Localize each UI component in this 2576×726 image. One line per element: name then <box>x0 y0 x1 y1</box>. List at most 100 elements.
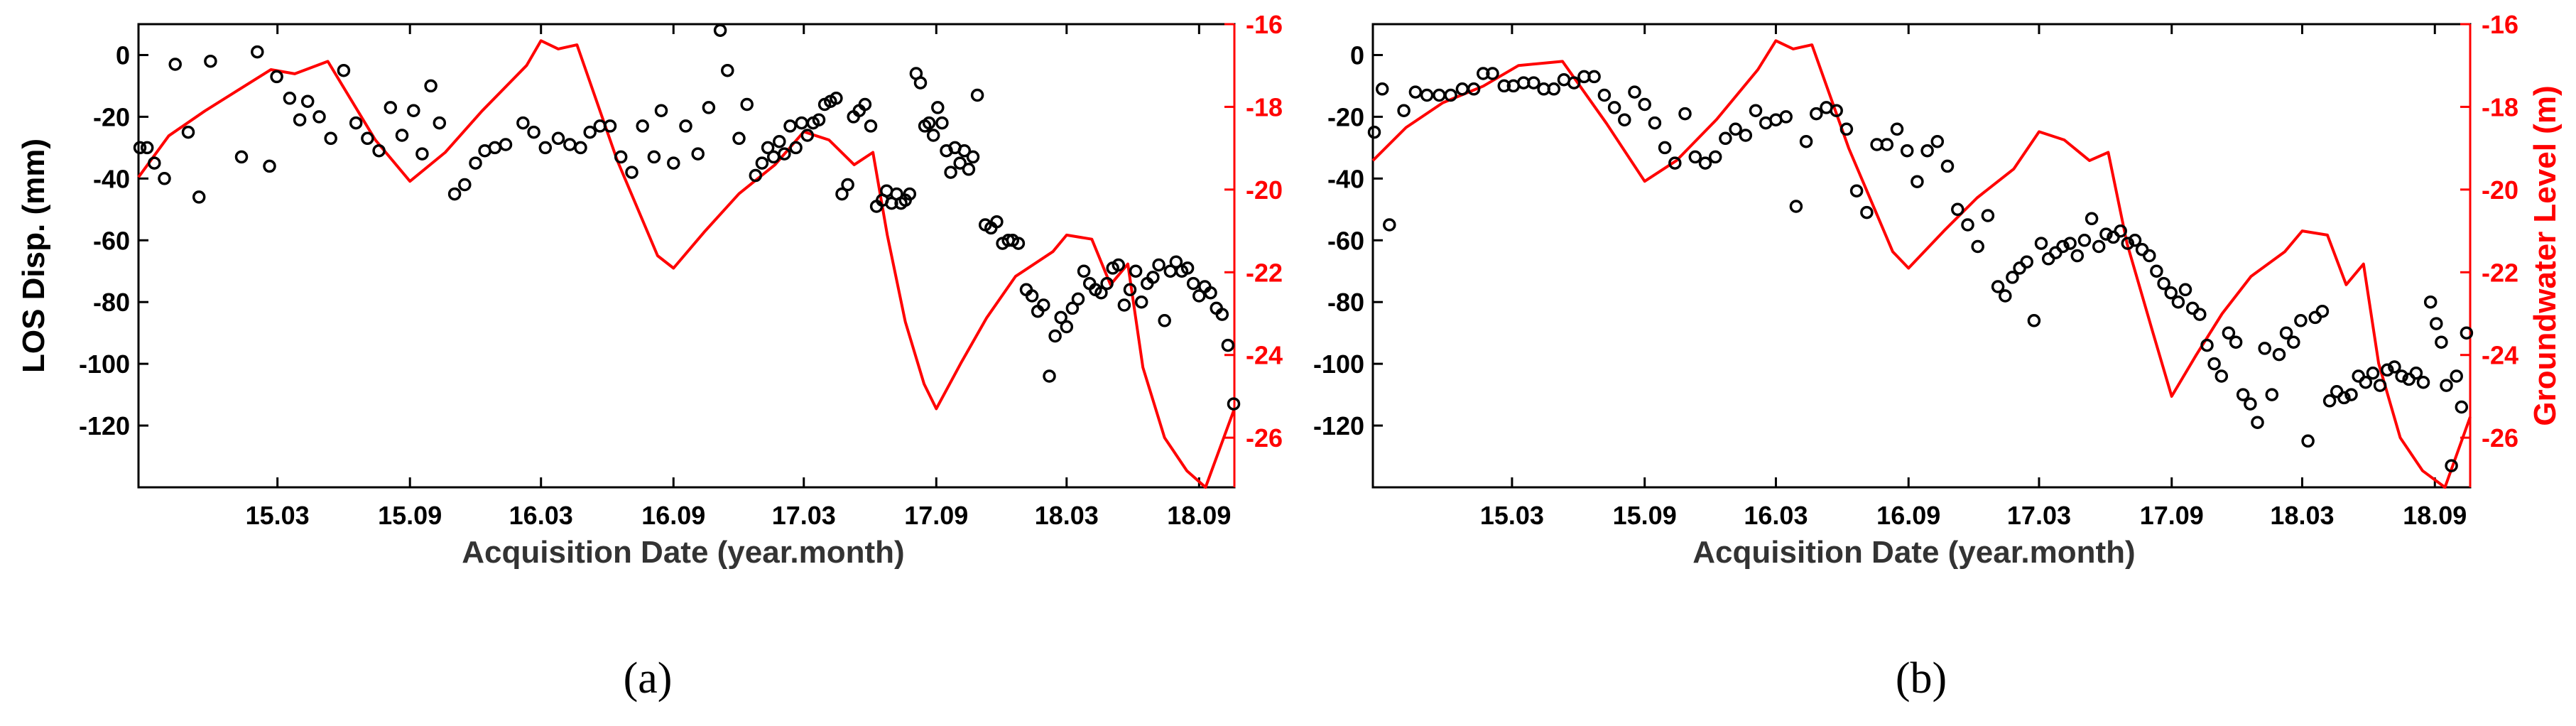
disp-point <box>614 150 628 164</box>
disp-point <box>2150 264 2163 278</box>
disp-point <box>2450 369 2463 383</box>
disp-point <box>2344 388 2358 401</box>
disp-point <box>1215 308 1229 321</box>
disp-point <box>2359 375 2373 389</box>
disp-point <box>1129 264 1143 278</box>
disp-point <box>1789 200 1803 213</box>
y-right-tick-label: -22 <box>1246 258 1283 287</box>
disp-point <box>2423 295 2438 309</box>
disp-point <box>2373 379 2387 392</box>
groundwater-level-line <box>1371 39 2472 489</box>
y-left-tick-label: -40 <box>1327 164 1364 193</box>
disp-point <box>1048 329 1062 343</box>
disp-point <box>1698 156 1712 170</box>
y-left-tick-label: -40 <box>93 164 130 193</box>
disp-point <box>789 141 803 155</box>
y-left-tick-label: -20 <box>1327 102 1364 131</box>
y-right-tick-label: -16 <box>1246 10 1283 39</box>
disp-point <box>625 166 638 179</box>
disp-point <box>990 215 1004 229</box>
disp-point <box>2200 338 2214 352</box>
x-tick-label: 18.09 <box>1167 501 1231 530</box>
disp-point <box>283 92 297 105</box>
panel-label: (b) <box>1896 654 1947 703</box>
disp-point <box>551 131 565 146</box>
y-left-tick-label: -100 <box>79 350 130 379</box>
disp-point <box>966 150 980 164</box>
disp-point <box>1025 289 1039 303</box>
x-tick-label: 15.09 <box>1613 501 1677 530</box>
disp-point <box>841 178 854 192</box>
x-tick-label: 16.09 <box>1876 501 1940 530</box>
disp-point <box>1112 258 1126 272</box>
disp-point <box>372 143 386 158</box>
disp-point <box>2435 335 2448 349</box>
disp-point <box>1658 141 1672 155</box>
disp-point <box>1940 159 1955 173</box>
disp-point <box>158 172 171 185</box>
disp-point <box>931 101 945 114</box>
disp-point <box>407 104 420 117</box>
disp-point <box>749 168 763 183</box>
chart-panel-a: 15.03 15.09 16.03 16.09 17.03 17.09 18.03 18.09… <box>16 10 1283 703</box>
y-right-axis-title: Groundwater Level (m) <box>2528 85 2563 426</box>
disp-point <box>740 97 754 112</box>
disp-point <box>300 94 315 108</box>
disp-point <box>1911 175 1924 188</box>
disp-point <box>1227 397 1241 411</box>
y-right-tick-label: -26 <box>1246 423 1283 453</box>
disp-point <box>2265 388 2279 401</box>
disp-point <box>270 70 283 84</box>
x-tick-label: 15.03 <box>1480 501 1544 530</box>
disp-point <box>1991 280 2005 293</box>
x-tick-label: 15.03 <box>246 501 310 530</box>
y-left-tick-label: -80 <box>93 288 130 317</box>
disp-point <box>2006 271 2019 284</box>
disp-point <box>1668 156 1682 170</box>
disp-point <box>2092 239 2106 254</box>
x-tick-label: 17.09 <box>2140 501 2204 530</box>
y-right-tick-label: -24 <box>1246 341 1283 370</box>
disp-point <box>2063 237 2077 250</box>
disp-point <box>168 58 182 71</box>
disp-point <box>1527 76 1540 90</box>
disp-point <box>953 156 967 170</box>
disp-point <box>732 131 746 146</box>
disp-point <box>1628 85 1641 99</box>
disp-point <box>1860 205 1874 220</box>
disp-point <box>313 110 326 124</box>
disp-point <box>1455 82 1469 96</box>
disp-point <box>1397 104 1411 117</box>
disp-point <box>574 141 587 155</box>
disp-point <box>1433 88 1446 102</box>
disp-point <box>499 138 513 151</box>
y-right-tick-label: -24 <box>2482 341 2518 370</box>
disp-point <box>1900 143 1914 158</box>
disp-point <box>2337 391 2351 405</box>
disp-point <box>812 113 826 126</box>
disp-point <box>691 147 705 161</box>
disp-point <box>2416 375 2430 389</box>
disp-point <box>181 125 195 139</box>
disp-point <box>830 92 843 105</box>
disp-point <box>263 159 276 173</box>
disp-point <box>2121 237 2135 250</box>
disp-point <box>970 88 984 102</box>
disp-point <box>140 141 154 155</box>
disp-point <box>488 141 502 155</box>
disp-point <box>1981 209 1995 222</box>
disp-point <box>2099 227 2113 241</box>
disp-point <box>1444 88 1457 102</box>
disp-point <box>1890 122 1904 136</box>
y-right-tick-label: -18 <box>2482 92 2518 121</box>
y-left-axis-title: LOS Disp. (mm) <box>16 139 51 373</box>
disp-point <box>251 45 264 59</box>
disp-point <box>1486 67 1499 80</box>
disp-point <box>1779 110 1793 124</box>
disp-point <box>1094 286 1108 300</box>
disp-point <box>935 116 949 130</box>
disp-point <box>903 187 917 201</box>
disp-point <box>1678 107 1692 121</box>
y-right-tick-label: -26 <box>2482 423 2518 453</box>
